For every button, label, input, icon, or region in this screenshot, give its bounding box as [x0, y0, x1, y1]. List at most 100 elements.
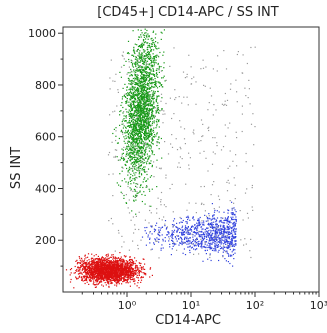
data-point [125, 153, 127, 155]
data-point [148, 36, 150, 38]
data-point [124, 142, 126, 144]
data-point [132, 124, 135, 126]
data-point [97, 259, 99, 261]
data-point [145, 114, 147, 116]
data-point [158, 136, 160, 138]
data-point [128, 265, 130, 267]
data-point [125, 148, 127, 151]
data-point [233, 236, 236, 238]
data-point [140, 57, 142, 59]
data-point [211, 247, 213, 249]
data-point [157, 234, 160, 236]
data-point [151, 40, 153, 42]
data-point [133, 145, 135, 147]
data-point [141, 85, 143, 88]
data-point [125, 102, 127, 104]
data-point [87, 267, 89, 269]
data-point [137, 135, 139, 137]
data-point [122, 119, 124, 121]
data-point [149, 129, 152, 131]
data-point [125, 137, 128, 139]
data-point [124, 138, 126, 140]
data-point [153, 49, 155, 51]
data-point [129, 268, 131, 270]
data-point [78, 267, 81, 269]
data-point [227, 217, 229, 219]
data-point [148, 58, 150, 60]
data-point [148, 121, 150, 123]
data-point [145, 107, 147, 110]
data-point [212, 240, 214, 242]
data-point [153, 120, 155, 122]
data-point [125, 202, 128, 204]
data-point [139, 92, 141, 94]
data-point [138, 273, 140, 275]
data-point [216, 244, 218, 247]
data-point [90, 277, 92, 279]
data-point [134, 272, 136, 274]
data-point [150, 148, 152, 150]
data-point [132, 153, 134, 155]
data-point [75, 260, 77, 262]
data-point [106, 268, 108, 270]
data-point [125, 202, 127, 204]
data-point [148, 157, 150, 159]
data-point [158, 47, 160, 49]
data-point [133, 97, 135, 99]
data-point [114, 284, 116, 286]
data-point [222, 251, 224, 253]
data-point [101, 265, 104, 267]
data-point [128, 94, 130, 96]
data-point [134, 105, 136, 107]
data-point [87, 264, 89, 266]
data-point [75, 270, 77, 272]
data-point [120, 268, 122, 270]
data-point [222, 222, 224, 224]
data-point [129, 267, 131, 269]
data-point [156, 133, 158, 135]
data-point [133, 128, 135, 130]
data-point [150, 116, 152, 118]
data-point [139, 146, 141, 148]
data-point [108, 273, 110, 275]
data-point [135, 82, 137, 84]
data-point [104, 260, 106, 262]
data-point [145, 32, 147, 34]
data-point [91, 270, 93, 272]
data-point [171, 230, 173, 232]
data-point [144, 137, 146, 139]
data-point [135, 185, 137, 187]
data-point [140, 184, 142, 187]
data-point [150, 105, 152, 107]
data-point [130, 273, 132, 275]
data-point [212, 239, 215, 241]
data-point [137, 58, 139, 60]
data-point [178, 227, 180, 230]
data-point [130, 276, 132, 278]
data-point [135, 145, 137, 147]
data-point [118, 281, 120, 283]
data-point [235, 228, 237, 230]
data-point [99, 265, 101, 268]
data-point [146, 71, 148, 73]
data-point [140, 54, 142, 56]
data-point [171, 232, 173, 234]
data-point [125, 267, 127, 269]
data-point [110, 282, 112, 284]
data-point [146, 51, 148, 54]
data-point [126, 269, 128, 272]
data-point [120, 131, 122, 133]
data-point [145, 113, 147, 115]
data-point [120, 261, 122, 263]
data-point [137, 29, 139, 31]
data-point [88, 259, 90, 261]
data-point [229, 248, 231, 251]
data-point [131, 65, 134, 67]
data-point [122, 277, 124, 279]
data-point [130, 125, 132, 127]
data-point [119, 71, 121, 73]
data-point [138, 274, 140, 276]
data-point [88, 283, 90, 285]
data-point [182, 219, 184, 222]
